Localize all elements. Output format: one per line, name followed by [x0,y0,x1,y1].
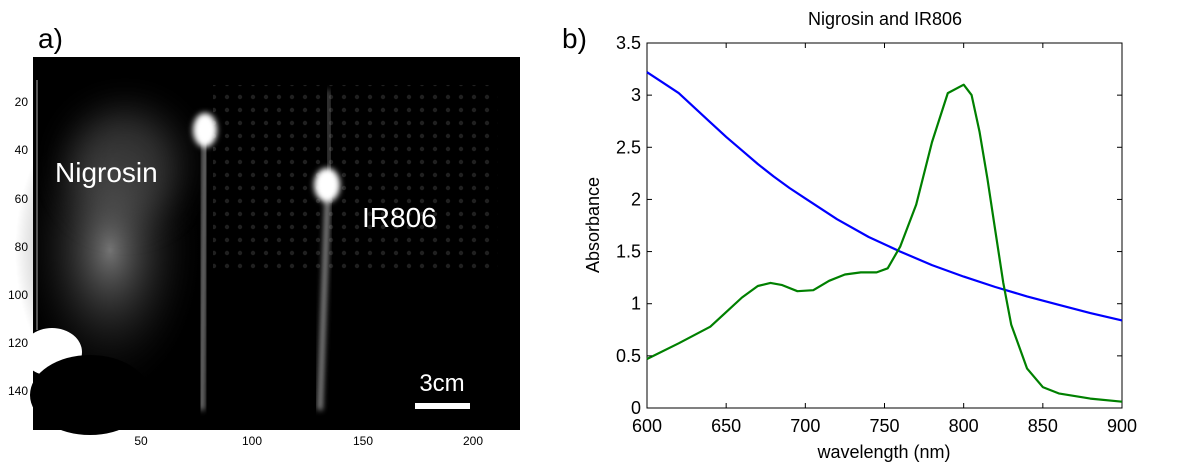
y-tick-label: 0 [631,398,641,418]
dot-grid-pattern [213,85,498,270]
panel-a-y-tick: 100 [8,288,28,302]
panel-a-x-ticks: 50 100 150 200 [134,434,483,448]
left-fiber-tip [193,113,217,147]
tick-layer: 600 650 700 750 800 850 900 0 0.5 1 1.5 2 2.5 3 3.5 [616,33,1137,436]
scale-bar-label: 3cm [419,370,464,397]
scale-bar [415,403,470,409]
y-tick-label: 1.5 [616,242,641,262]
right-fiber-tip [314,168,340,202]
left-fiber [200,129,207,411]
y-tick-label: 2 [631,189,641,209]
panel-a-x-tick: 150 [353,434,373,448]
series-layer [646,71,1123,403]
chart-title: Nigrosin and IR806 [808,9,962,29]
panel-a-x-tick: 200 [463,434,483,448]
panel-a-y-tick: 40 [15,143,29,157]
right-fiber [318,184,330,411]
y-axis-label: Absorbance [583,177,603,273]
x-axis-label: wavelength (nm) [816,442,950,462]
panel-a-x-tick: 50 [134,434,148,448]
y-tick-label: 0.5 [616,346,641,366]
panel-b-label: b) [562,23,587,54]
plot-area [646,42,1123,409]
y-tick-label: 3.5 [616,33,641,53]
panel-a-label: a) [38,23,63,54]
y-tick-label: 1 [631,294,641,314]
x-tick-label: 800 [949,416,979,436]
y-tick-label: 3 [631,85,641,105]
panel-a-y-tick: 120 [8,336,28,350]
x-tick-label: 600 [632,416,662,436]
panel-a-image: Nigrosin IR806 3cm [15,57,520,435]
panel-a-y-ticks: 20 40 60 80 100 120 140 [8,95,28,398]
panel-a-y-tick: 20 [15,95,29,109]
x-tick-label: 650 [711,416,741,436]
x-tick-label: 750 [869,416,899,436]
x-tick-label: 850 [1028,416,1058,436]
nigrosin-label: Nigrosin [55,157,158,188]
y-tick-label: 2.5 [616,137,641,157]
panel-a-y-tick: 60 [15,192,29,206]
ir806-label: IR806 [362,202,437,233]
x-tick-label: 900 [1107,416,1137,436]
series-line-2 [646,83,1123,403]
bottom-left-shadow [30,355,150,435]
panel-a-y-tick: 140 [8,384,28,398]
series-line-1 [646,71,1123,322]
panel-a-y-tick: 80 [15,240,29,254]
x-tick-label: 700 [790,416,820,436]
nigrosin-upper-glow [70,110,180,220]
panel-a-x-tick: 100 [242,434,262,448]
absorbance-chart: 600 650 700 750 800 850 900 0 0.5 1 1.5 2 2.5 3 3.5 wa… [583,33,1137,462]
